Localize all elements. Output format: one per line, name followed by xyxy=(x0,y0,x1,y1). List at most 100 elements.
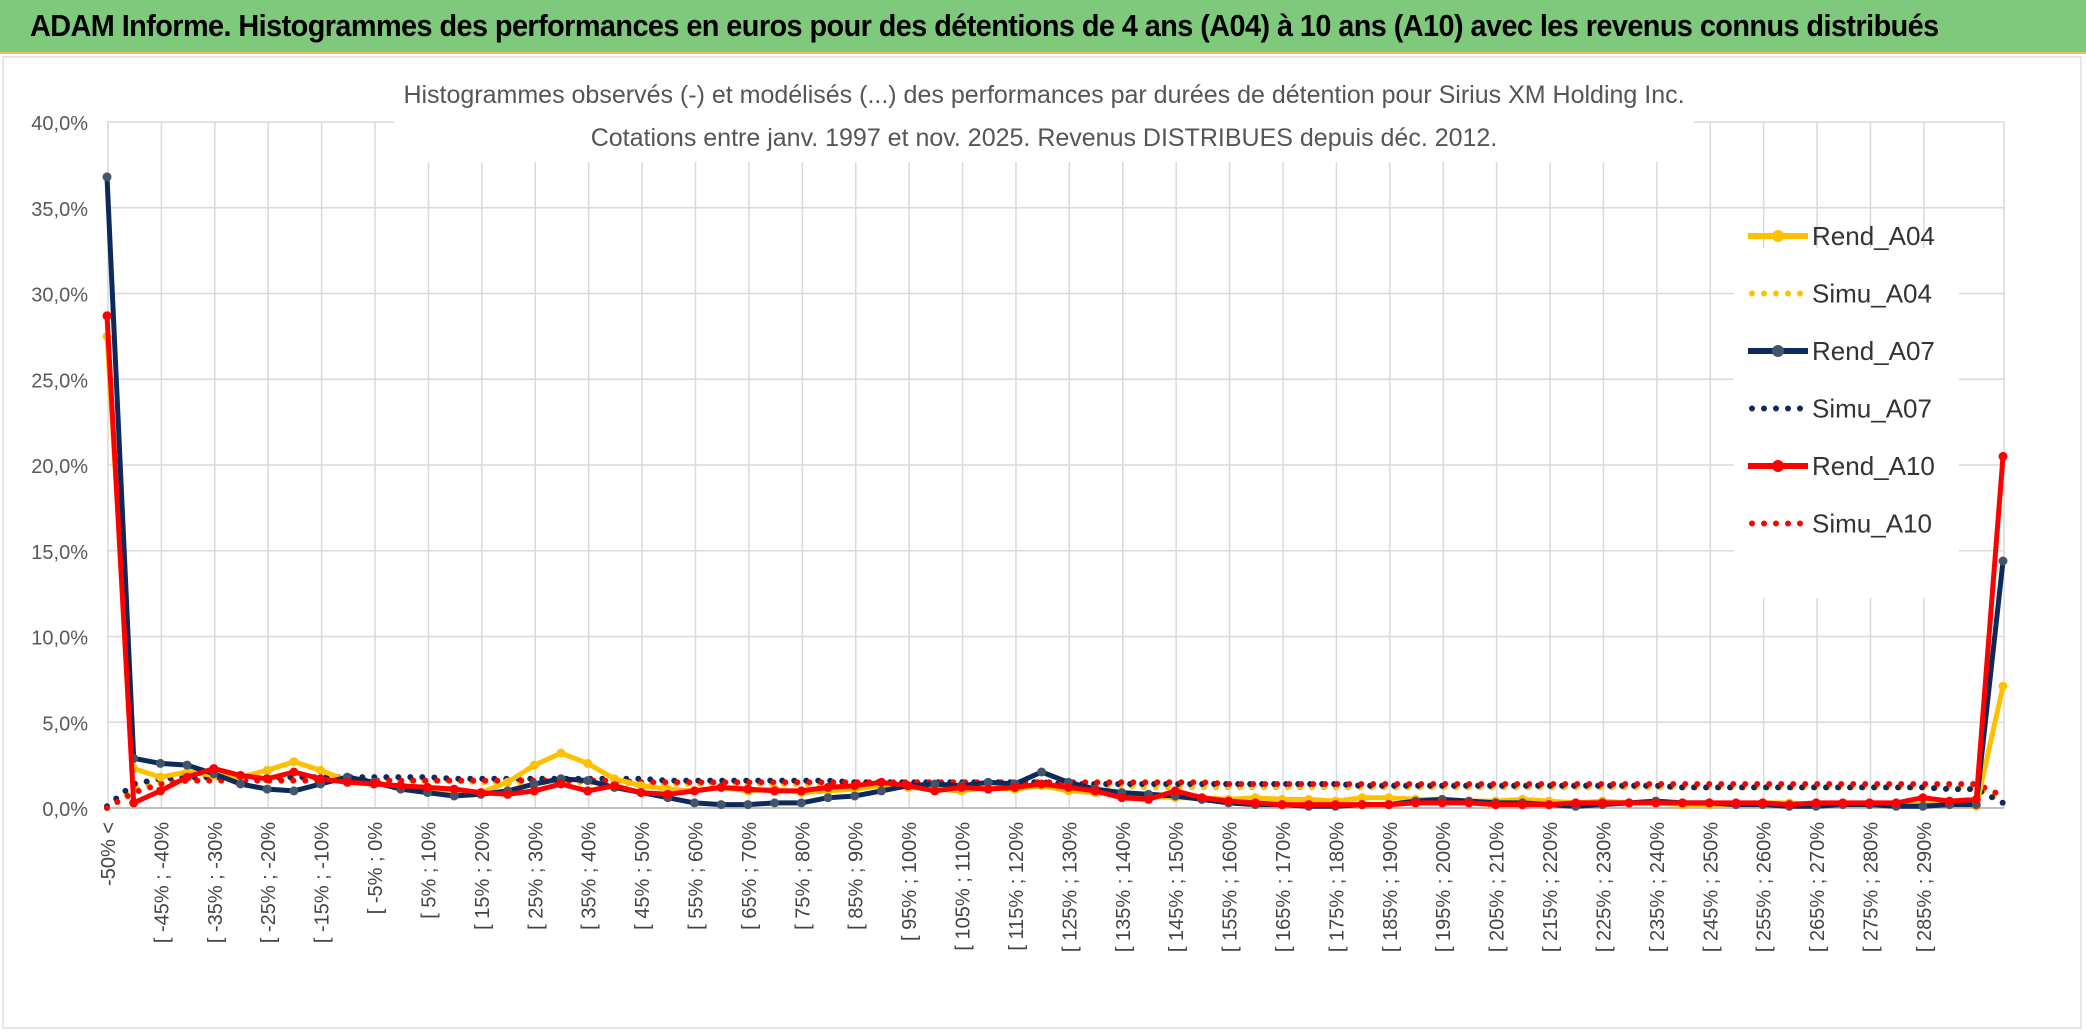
data-point xyxy=(1464,798,1474,808)
data-point xyxy=(182,772,192,782)
data-point xyxy=(396,781,406,791)
chart-title-backdrop xyxy=(394,64,1694,162)
legend-marker xyxy=(1772,345,1784,357)
data-point xyxy=(1197,793,1207,803)
data-point xyxy=(155,772,165,782)
series-layer xyxy=(102,172,2008,811)
x-tick-label: [ 165% ; 170% xyxy=(1273,822,1295,952)
data-point xyxy=(796,798,806,808)
y-tick-label: 10,0% xyxy=(31,628,88,650)
data-point xyxy=(1918,801,1928,811)
data-point xyxy=(236,779,245,789)
data-point xyxy=(556,748,566,758)
data-point xyxy=(930,779,940,789)
data-point xyxy=(1597,798,1607,808)
chart-frame: Histogrammes observés (-) et modélisés (… xyxy=(2,56,2082,1029)
data-point xyxy=(129,798,139,808)
y-tick-label: 25,0% xyxy=(31,370,88,392)
x-tick-label: [ 145% ; 150% xyxy=(1166,822,1188,952)
data-point xyxy=(1998,451,2008,461)
data-point xyxy=(182,760,192,770)
data-point xyxy=(289,786,299,796)
data-point xyxy=(1144,794,1153,804)
legend-item-Simu_A10: Simu_A10 xyxy=(1749,509,1932,539)
legend-label: Rend_A10 xyxy=(1812,451,1935,481)
data-point xyxy=(316,774,326,784)
data-point xyxy=(316,765,326,775)
x-tick-label: [ 225% ; 230% xyxy=(1593,822,1615,952)
series-line-Rend_A07 xyxy=(104,176,2006,809)
legend-label: Simu_A10 xyxy=(1812,509,1932,539)
data-point xyxy=(1784,800,1794,810)
data-point xyxy=(102,311,112,321)
x-tick-label: [ 215% ; 220% xyxy=(1540,822,1562,952)
data-point xyxy=(743,784,753,794)
data-point xyxy=(1704,798,1714,808)
legend-label: Rend_A07 xyxy=(1812,336,1935,366)
data-point xyxy=(262,765,272,775)
x-tick-label: [ 95% ; 100% xyxy=(899,822,921,941)
data-point xyxy=(1384,800,1394,810)
data-point xyxy=(503,789,513,799)
x-tick-label: [ 25% ; 30% xyxy=(525,822,547,930)
data-point xyxy=(529,779,539,789)
data-point xyxy=(823,782,833,792)
data-point xyxy=(1998,681,2008,691)
data-point xyxy=(1010,782,1020,792)
y-tick-label: 40,0% xyxy=(31,113,88,135)
data-point xyxy=(1971,794,1981,804)
data-point xyxy=(1063,782,1073,792)
x-tick-label: [ 205% ; 210% xyxy=(1487,822,1509,952)
legend-item-Rend_A10: Rend_A10 xyxy=(1748,451,1935,481)
legend-item-Simu_A04: Simu_A04 xyxy=(1749,279,1932,309)
data-point xyxy=(636,788,646,798)
x-tick-label: [ 155% ; 160% xyxy=(1220,822,1242,952)
data-point xyxy=(1678,798,1687,808)
data-point xyxy=(1224,796,1234,806)
data-point xyxy=(583,786,593,796)
data-point xyxy=(983,784,993,794)
data-point xyxy=(583,776,593,786)
data-point xyxy=(1384,793,1394,803)
x-tick-label: [ 285% ; 290% xyxy=(1914,822,1936,952)
data-point xyxy=(583,758,593,768)
x-tick-label: [ -5% ; 0% xyxy=(365,822,387,914)
data-point xyxy=(1437,798,1447,808)
data-point xyxy=(663,789,673,799)
legend: Rend_A04 Simu_A04 Rend_A07 Simu_A07 Rend_A10… xyxy=(1748,221,1935,539)
data-point xyxy=(957,782,966,792)
data-point xyxy=(609,774,619,784)
data-point xyxy=(1891,798,1901,808)
legend-marker xyxy=(1772,230,1784,242)
data-point xyxy=(1758,798,1768,808)
y-tick-label: 20,0% xyxy=(31,456,88,478)
data-point xyxy=(1411,798,1420,808)
y-tick-label: 15,0% xyxy=(31,542,88,564)
data-point xyxy=(716,782,726,792)
data-point xyxy=(476,788,486,798)
legend-item-Simu_A07: Simu_A07 xyxy=(1749,394,1932,424)
series-Rend_A04 xyxy=(102,331,2008,811)
series-Simu_A07 xyxy=(104,774,2006,810)
data-point xyxy=(1544,800,1554,810)
series-line-Simu_A10 xyxy=(104,777,2006,811)
data-point xyxy=(1357,800,1367,810)
series-Rend_A07 xyxy=(102,172,2008,811)
data-point xyxy=(1170,786,1180,796)
x-tick-label: [ 185% ; 190% xyxy=(1380,822,1402,952)
x-axis: -50% < [ -45% ; -40% [ -35% ; -30% [ -25% ;… xyxy=(98,807,2004,952)
data-point xyxy=(1304,800,1314,810)
data-point xyxy=(262,774,272,784)
chart-grid xyxy=(107,121,2005,809)
data-point xyxy=(369,779,379,789)
data-point xyxy=(770,786,780,796)
series-line-Simu_A07 xyxy=(104,774,2006,810)
data-point xyxy=(1330,800,1340,810)
legend-backdrop xyxy=(1734,248,1959,598)
banner: ADAM Informe. Histogrammes des performan… xyxy=(0,0,2086,54)
data-point xyxy=(289,767,299,777)
data-point xyxy=(556,779,566,789)
data-point xyxy=(449,791,459,801)
data-point xyxy=(850,791,860,801)
series-Rend_A10 xyxy=(102,311,2008,810)
